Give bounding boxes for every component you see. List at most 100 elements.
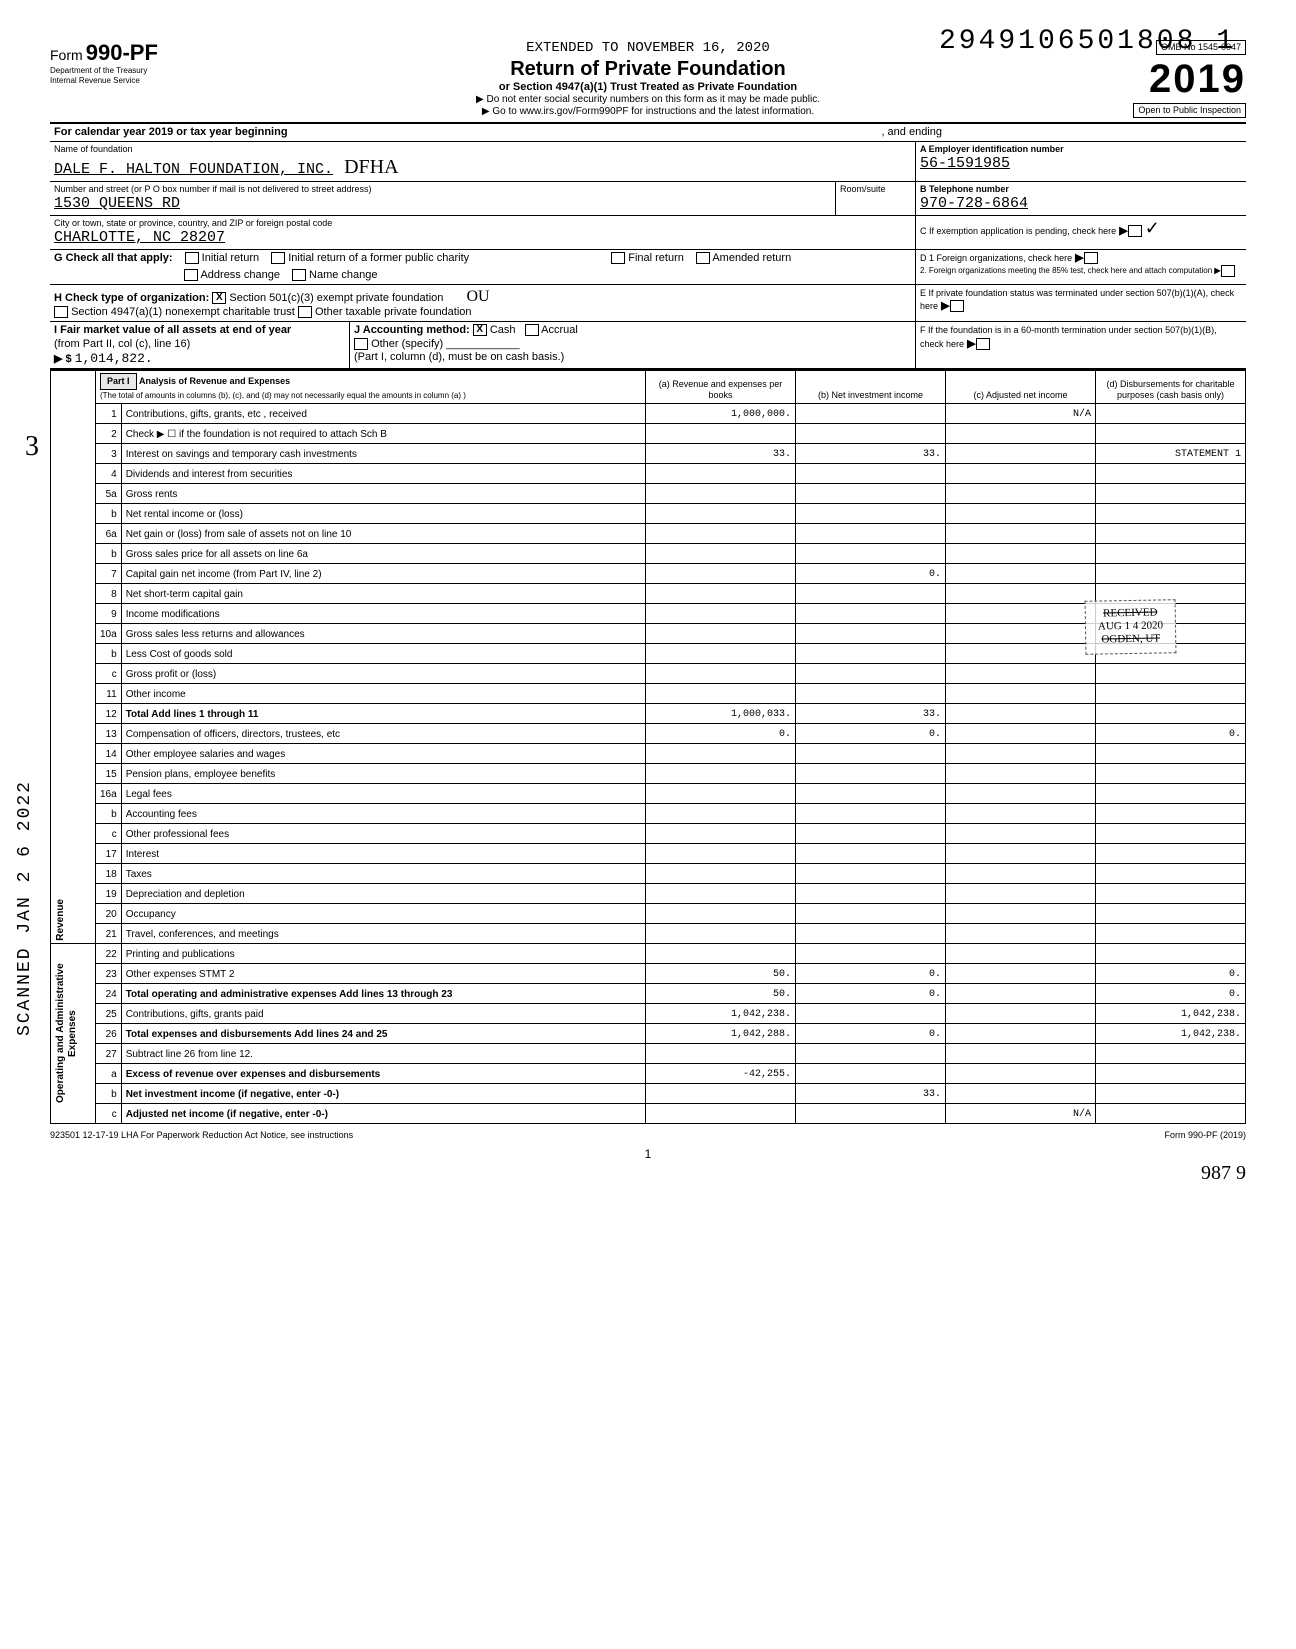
barcode-number: 2949106501808 1 xyxy=(939,25,1236,59)
table-row: cOther professional fees xyxy=(51,823,1246,843)
table-row: Operating and Administrative Expenses22P… xyxy=(51,943,1246,963)
tel-label: B Telephone number xyxy=(920,184,1009,194)
j-accrual-checkbox[interactable] xyxy=(525,324,539,336)
section-i-label: I Fair market value of all assets at end… xyxy=(54,324,291,336)
table-row: 27Subtract line 26 from line 12. xyxy=(51,1043,1246,1063)
col-d-header: (d) Disbursements for charitable purpose… xyxy=(1096,371,1246,404)
g-amended: Amended return xyxy=(712,252,791,264)
part1-title: Analysis of Revenue and Expenses xyxy=(139,376,290,386)
g-initial: Initial return xyxy=(202,252,259,264)
col-c-header: (c) Adjusted net income xyxy=(946,371,1096,404)
stamp-date: AUG 1 4 2020 xyxy=(1098,620,1163,634)
public-inspection: Open to Public Inspection xyxy=(1133,103,1246,118)
h-opt3: Other taxable private foundation xyxy=(315,306,472,318)
table-row: 18Taxes xyxy=(51,863,1246,883)
h-opt1: Section 501(c)(3) exempt private foundat… xyxy=(229,292,443,304)
form-prefix: Form xyxy=(50,47,83,63)
g-addr-checkbox[interactable] xyxy=(184,269,198,281)
handwriting-3: 3 xyxy=(25,430,39,464)
part1-label: Part I xyxy=(100,373,137,390)
section-h-label: H Check type of organization: xyxy=(54,292,209,304)
form-number: 990-PF xyxy=(86,40,158,65)
h-501c3-checkbox[interactable] xyxy=(212,292,226,304)
calendar-year-label: For calendar year 2019 or tax year begin… xyxy=(54,126,288,138)
stamp-loc: OGDEN, UT xyxy=(1098,633,1163,647)
received-stamp: RECEIVED AUG 1 4 2020 OGDEN, UT xyxy=(1084,599,1176,654)
d1-checkbox[interactable] xyxy=(1084,252,1098,264)
h-opt2: Section 4947(a)(1) nonexempt charitable … xyxy=(71,306,295,318)
instr-ssn: ▶ Do not enter social security numbers o… xyxy=(230,94,1066,106)
table-row: bLess Cost of goods sold xyxy=(51,643,1246,663)
g-name: Name change xyxy=(309,269,378,281)
form-subtitle: or Section 4947(a)(1) Trust Treated as P… xyxy=(230,81,1066,94)
city-value: CHARLOTTE, NC 28207 xyxy=(54,229,911,247)
hand-ou: OU xyxy=(466,288,489,305)
e-checkbox[interactable] xyxy=(950,300,964,312)
table-row: 23Other expenses STMT 250.0.0. xyxy=(51,963,1246,983)
table-row: 26Total expenses and disbursements Add l… xyxy=(51,1023,1246,1043)
section-f: F If the foundation is in a 60-month ter… xyxy=(920,325,1217,348)
table-row: 10aGross sales less returns and allowanc… xyxy=(51,623,1246,643)
table-row: 9Income modifications xyxy=(51,603,1246,623)
table-row: 13Compensation of officers, directors, t… xyxy=(51,723,1246,743)
foundation-name: DALE F. HALTON FOUNDATION, INC. xyxy=(54,161,333,178)
j-cash: Cash xyxy=(490,324,516,336)
table-row: 19Depreciation and depletion xyxy=(51,883,1246,903)
table-row: 11Other income xyxy=(51,683,1246,703)
g-amended-checkbox[interactable] xyxy=(696,252,710,264)
table-row: 25Contributions, gifts, grants paid1,042… xyxy=(51,1003,1246,1023)
g-initial-former-checkbox[interactable] xyxy=(271,252,285,264)
table-row: 24Total operating and administrative exp… xyxy=(51,983,1246,1003)
section-c-checkbox[interactable] xyxy=(1128,225,1142,237)
j-note: (Part I, column (d), must be on cash bas… xyxy=(354,351,564,363)
section-g-label: G Check all that apply: xyxy=(54,252,173,265)
city-label: City or town, state or province, country… xyxy=(54,218,911,229)
page-number: 1 xyxy=(50,1147,1246,1161)
table-row: 8Net short-term capital gain xyxy=(51,583,1246,603)
table-row: 20Occupancy xyxy=(51,903,1246,923)
h-other-checkbox[interactable] xyxy=(298,306,312,318)
g-final-checkbox[interactable] xyxy=(611,252,625,264)
and-ending-label: , and ending xyxy=(877,124,946,141)
revenue-vlabel: Revenue xyxy=(55,899,67,941)
table-row: cAdjusted net income (if negative, enter… xyxy=(51,1103,1246,1123)
table-row: 1Contributions, gifts, grants, etc , rec… xyxy=(51,403,1246,423)
g-addr: Address change xyxy=(200,269,280,281)
table-row: 15Pension plans, employee benefits xyxy=(51,763,1246,783)
section-e: E If private foundation status was termi… xyxy=(920,288,1234,311)
ein-label: A Employer identification number xyxy=(920,144,1064,154)
table-row: 3Interest on savings and temporary cash … xyxy=(51,443,1246,463)
instr-web: ▶ Go to www.irs.gov/Form990PF for instru… xyxy=(230,106,1066,118)
j-cash-checkbox[interactable] xyxy=(473,324,487,336)
j-other-checkbox[interactable] xyxy=(354,338,368,350)
g-name-checkbox[interactable] xyxy=(292,269,306,281)
table-row: 12Total Add lines 1 through 111,000,033.… xyxy=(51,703,1246,723)
table-row: bNet investment income (if negative, ent… xyxy=(51,1083,1246,1103)
col-b-header: (b) Net investment income xyxy=(796,371,946,404)
tax-year: 2019 xyxy=(1066,55,1246,103)
table-row: bGross sales price for all assets on lin… xyxy=(51,543,1246,563)
scanned-stamp: SCANNED JAN 2 6 2022 xyxy=(15,780,37,1036)
h-4947-checkbox[interactable] xyxy=(54,306,68,318)
ein-value: 56-1591985 xyxy=(920,155,1242,173)
g-final: Final return xyxy=(628,252,684,264)
table-row: 14Other employee salaries and wages xyxy=(51,743,1246,763)
addr-label: Number and street (or P O box number if … xyxy=(54,184,831,195)
section-d2: 2. Foreign organizations meeting the 85%… xyxy=(920,266,1212,275)
footer-left: 923501 12-17-19 LHA For Paperwork Reduct… xyxy=(50,1130,353,1141)
d2-checkbox[interactable] xyxy=(1221,265,1235,277)
table-row: 6aNet gain or (loss) from sale of assets… xyxy=(51,523,1246,543)
hand-mark-c: ✓ xyxy=(1145,218,1160,238)
j-accrual: Accrual xyxy=(541,324,578,336)
section-j-label: J Accounting method: xyxy=(354,324,470,336)
table-row: 21Travel, conferences, and meetings xyxy=(51,923,1246,943)
expenses-vlabel: Operating and Administrative Expenses xyxy=(55,946,79,1121)
section-i-arrow: ▶ $ xyxy=(54,353,72,365)
name-label: Name of foundation xyxy=(54,144,911,155)
section-d1: D 1 Foreign organizations, check here xyxy=(920,253,1072,263)
dept-line1: Department of the Treasury xyxy=(50,66,230,76)
f-checkbox[interactable] xyxy=(976,338,990,350)
room-label: Room/suite xyxy=(840,184,911,195)
j-other: Other (specify) xyxy=(371,338,443,350)
g-initial-checkbox[interactable] xyxy=(185,252,199,264)
